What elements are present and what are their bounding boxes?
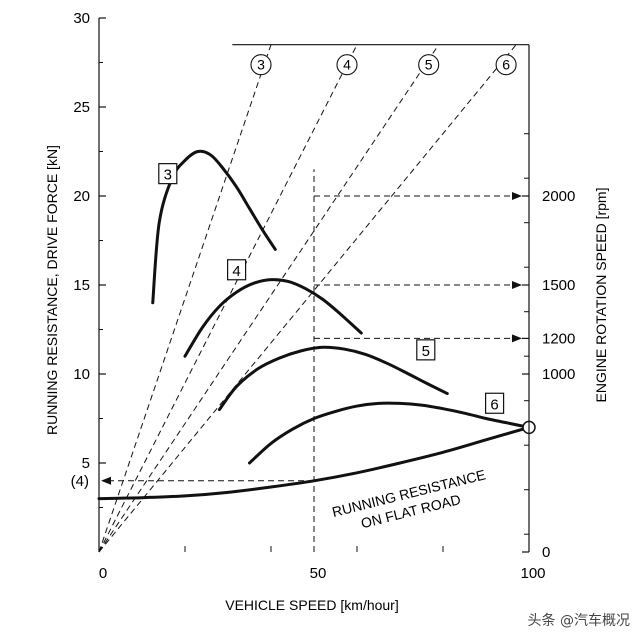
- drive-force-curve-gear-6: [248, 401, 531, 465]
- gear-circle-label-4: 4: [343, 57, 351, 73]
- running-resistance-curve: [97, 425, 531, 501]
- x-tick-label: 0: [99, 565, 107, 582]
- y2-axis-title: ENGINE ROTATION SPEED [rpm]: [593, 188, 609, 403]
- drive-force-curve-gear-3: [151, 149, 277, 305]
- y-tick-label: 30: [73, 10, 90, 27]
- watermark: 头条 @汽车概况: [527, 613, 630, 629]
- x-tick-label: 100: [520, 565, 545, 582]
- y-tick-label: 25: [73, 99, 90, 116]
- x-axis-title: VEHICLE SPEED [km/hour]: [225, 597, 399, 613]
- y2-tick-label: 1200: [542, 330, 575, 347]
- gear-box-4: [227, 259, 247, 281]
- y-tick-label: 20: [73, 188, 90, 205]
- gear-box-label-6: 6: [490, 396, 498, 413]
- gear-ray-5: [98, 44, 440, 553]
- y-axis-title: RUNNING RESISTANCE, DRIVE FORCE [kN]: [44, 145, 60, 435]
- gear-circle-5: [418, 54, 440, 76]
- marker-4-label: (4): [71, 473, 89, 490]
- gear-circle-label-3: 3: [257, 57, 265, 73]
- gear-box-6: [485, 392, 505, 414]
- x-tick-label: 50: [310, 565, 327, 582]
- y2-tick-label: 1000: [542, 366, 575, 383]
- gear-box-label-4: 4: [232, 263, 240, 280]
- drive-force-curve-gear-5: [217, 345, 449, 412]
- y-tick-label: 15: [73, 277, 90, 294]
- gear-circle-3: [250, 54, 272, 76]
- gear-box-label-5: 5: [422, 343, 430, 360]
- y2-tick-label: 2000: [542, 188, 575, 205]
- gear-circle-label-6: 6: [502, 57, 510, 73]
- gear-box-label-3: 3: [164, 167, 172, 184]
- drive-force-curve-gear-4: [183, 278, 363, 358]
- gear-ray-3: [98, 44, 272, 553]
- y-tick-label: 5: [82, 455, 90, 472]
- gear-circle-label-5: 5: [425, 57, 433, 73]
- y2-tick-label: 1500: [542, 277, 575, 294]
- marker-4-arrowhead: [101, 476, 111, 485]
- gear-circle-4: [336, 54, 358, 76]
- gear-box-5: [416, 339, 436, 361]
- y2-tick-label: 0: [542, 544, 550, 561]
- gear-circle-6: [495, 54, 517, 76]
- gear-box-3: [158, 163, 178, 185]
- y-tick-label: 10: [73, 366, 90, 383]
